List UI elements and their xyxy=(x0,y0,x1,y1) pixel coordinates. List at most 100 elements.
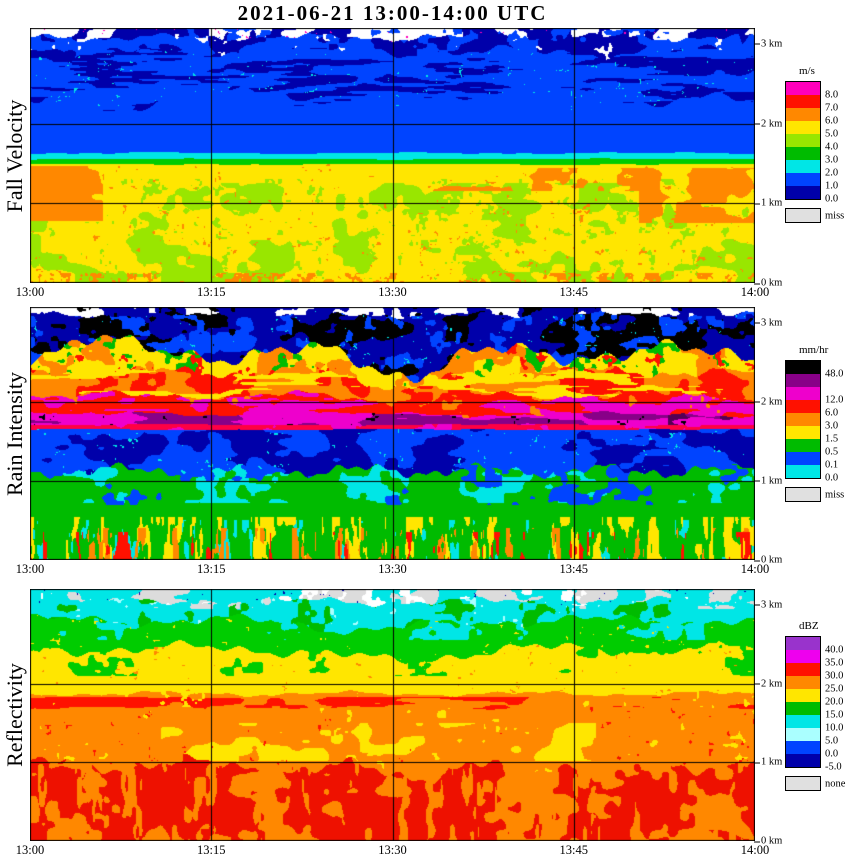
legend-missing-swatch xyxy=(785,208,821,223)
y-tick-label-2km: 2 km xyxy=(753,678,783,689)
legend-unit-label: m/s xyxy=(799,65,815,77)
panel-fall-velocity: Fall Velocity 3 km 2 km 1 km 0 km 13:00 13:15… xyxy=(0,28,850,299)
legend-missing-label: miss xyxy=(825,489,845,501)
legend-value-label: 40.0 xyxy=(825,644,844,656)
legend-swatch xyxy=(786,754,820,767)
legend-swatch xyxy=(786,426,820,439)
heatmap-fall-velocity xyxy=(30,28,755,283)
x-tick-label: 13:45 xyxy=(559,285,588,299)
legend-value-label: 0.1 xyxy=(825,459,839,471)
legend-value-label: 7.0 xyxy=(825,102,839,114)
legend-value-label: 20.0 xyxy=(825,696,844,708)
x-tick-label: 13:45 xyxy=(559,562,588,576)
legend-value-label: 5.0 xyxy=(825,735,839,747)
x-tick-label: 13:30 xyxy=(378,843,407,857)
legend-swatch xyxy=(786,650,820,663)
plot-area-reflectivity: 3 km 2 km 1 km 0 km 13:00 13:15 13:30 13:45 14:0… xyxy=(16,589,782,857)
legend-value-label: -5.0 xyxy=(825,761,842,773)
legend-colorbar xyxy=(785,636,821,768)
legend-swatch xyxy=(786,728,820,741)
legend-swatch xyxy=(786,134,820,147)
legend-swatch xyxy=(786,715,820,728)
legend-swatch xyxy=(786,173,820,186)
legend-value-label: 2.0 xyxy=(825,167,839,179)
legend-swatch xyxy=(786,95,820,108)
y-tick-label-0km: 0 km xyxy=(753,277,783,289)
legend-missing-swatch xyxy=(785,776,821,791)
legend-swatch xyxy=(786,413,820,426)
x-tick-label: 14:00 xyxy=(740,562,770,576)
legend-swatch xyxy=(786,361,820,374)
legend-swatch xyxy=(786,387,820,400)
legend-value-label: 0.5 xyxy=(825,446,839,458)
legend-value-label: 6.0 xyxy=(825,407,839,419)
chart-title: 2021-06-21 13:00-14:00 UTC xyxy=(237,1,548,25)
legend-swatch xyxy=(786,663,820,676)
legend-swatch xyxy=(786,186,820,199)
y-tick-label-1km: 1 km xyxy=(753,197,783,209)
y-tick-label-2km: 2 km xyxy=(753,396,783,408)
legend-value-label: 0.0 xyxy=(825,748,839,760)
legend-colorbar xyxy=(785,360,821,479)
legend-colorbar xyxy=(785,81,821,200)
legend-value-label: 12.0 xyxy=(825,394,844,406)
legend-missing-label: miss xyxy=(825,210,845,222)
y-tick-label-1km: 1 km xyxy=(753,756,783,768)
heatmap-rain-intensity xyxy=(30,307,755,560)
legend-value-label: 5.0 xyxy=(825,128,839,140)
x-tick-label: 13:15 xyxy=(197,562,226,576)
legend-value-label: 15.0 xyxy=(825,709,844,721)
legend-value-label: 1.0 xyxy=(825,180,839,192)
panel-rain-intensity: Rain Intensity 3 km 2 km 1 km 0 km 13:00 13:1… xyxy=(0,307,850,576)
y-tick-label-0km: 0 km xyxy=(753,554,783,566)
x-tick-label: 13:15 xyxy=(197,285,226,299)
legend-swatch xyxy=(786,702,820,715)
legend-swatch xyxy=(786,637,820,650)
x-tick-label: 13:00 xyxy=(15,843,45,857)
x-tick-label: 13:45 xyxy=(559,843,588,857)
legend-swatch xyxy=(786,160,820,173)
y-tick-label-1km: 1 km xyxy=(753,475,783,487)
x-tick-label: 13:30 xyxy=(378,562,407,576)
legend-unit-label: dBZ xyxy=(799,620,819,632)
y-tick-label-2km: 2 km xyxy=(753,118,783,130)
x-tick-label: 13:00 xyxy=(15,562,45,576)
legend-value-label: 3.0 xyxy=(825,154,839,166)
legend-swatch xyxy=(786,108,820,121)
legend-missing-swatch xyxy=(785,487,821,502)
y-tick-label-3km: 3 km xyxy=(753,599,783,611)
heatmap-reflectivity xyxy=(30,589,755,841)
legend-value-label: 8.0 xyxy=(825,89,839,101)
legend-value-label: 25.0 xyxy=(825,683,844,695)
y-axis-label-fall-velocity: Fall Velocity xyxy=(2,99,27,212)
plot-area-fall-velocity: 3 km 2 km 1 km 0 km 13:00 13:15 13:30 13:45 14:0… xyxy=(16,28,782,299)
legend-value-label: 0.0 xyxy=(825,193,839,205)
y-tick-label-3km: 3 km xyxy=(753,38,783,50)
legend-value-label: 4.0 xyxy=(825,141,839,153)
legend-value-label: 3.0 xyxy=(825,420,839,432)
legend-value-label: 1.5 xyxy=(825,433,839,445)
legend-value-label: 0.0 xyxy=(825,472,839,484)
y-tick-label-0km: 0 km xyxy=(753,835,783,847)
x-tick-label: 14:00 xyxy=(740,843,770,857)
y-axis-label-reflectivity: Reflectivity xyxy=(2,663,27,767)
legend-swatch xyxy=(786,121,820,134)
y-tick-label-3km: 3 km xyxy=(753,317,783,329)
legend-swatch xyxy=(786,147,820,160)
legend-swatch xyxy=(786,374,820,387)
y-axis-label-rain-intensity: Rain Intensity xyxy=(2,371,27,496)
legend-swatch xyxy=(786,689,820,702)
panel-reflectivity: Reflectivity 3 km 2 km 1 km 0 km 13:00 13:15 1… xyxy=(0,589,850,857)
legend-swatch xyxy=(786,82,820,95)
legend-value-label: 35.0 xyxy=(825,657,844,669)
legend-value-label: 48.0 xyxy=(825,368,844,380)
legend-swatch xyxy=(786,452,820,465)
legend-swatch xyxy=(786,741,820,754)
legend-missing-label: none xyxy=(825,778,846,790)
x-tick-label: 13:00 xyxy=(15,285,45,299)
legend-value-label: 6.0 xyxy=(825,115,839,127)
legend-swatch xyxy=(786,676,820,689)
x-tick-label: 14:00 xyxy=(740,285,770,299)
legend-swatch xyxy=(786,439,820,452)
